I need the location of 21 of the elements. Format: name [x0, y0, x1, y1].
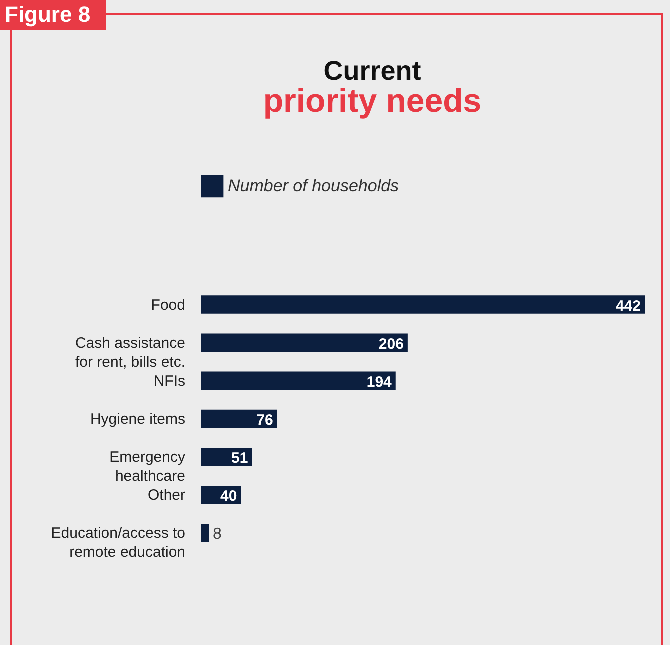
legend-label: Number of households: [228, 176, 400, 196]
data-label: 442: [616, 298, 641, 315]
caption: Figure 8: [5, 2, 91, 27]
data-label: 194: [366, 374, 393, 391]
bar: [201, 410, 278, 428]
y-tick-label: NFIs: [154, 372, 186, 390]
data-label: 206: [378, 336, 404, 353]
data-label: 8: [213, 526, 222, 544]
y-tick-label: Cash assistance for rent, bills etc.: [75, 334, 186, 371]
bar: [201, 334, 408, 352]
data-label: 51: [232, 450, 248, 468]
data-label: 40: [220, 488, 238, 506]
y-tick-label: Other: [148, 487, 186, 504]
y-tick-label: Education/access to remote education: [51, 525, 186, 562]
y-tick-label: Emergency healthcare: [110, 449, 186, 486]
y-tick-label: Hygiene items: [90, 411, 186, 428]
bar: [201, 372, 396, 390]
bar: [201, 296, 645, 314]
bar: [201, 524, 210, 542]
y-tick-label: Food: [151, 296, 186, 314]
data-label: 76: [256, 412, 274, 429]
